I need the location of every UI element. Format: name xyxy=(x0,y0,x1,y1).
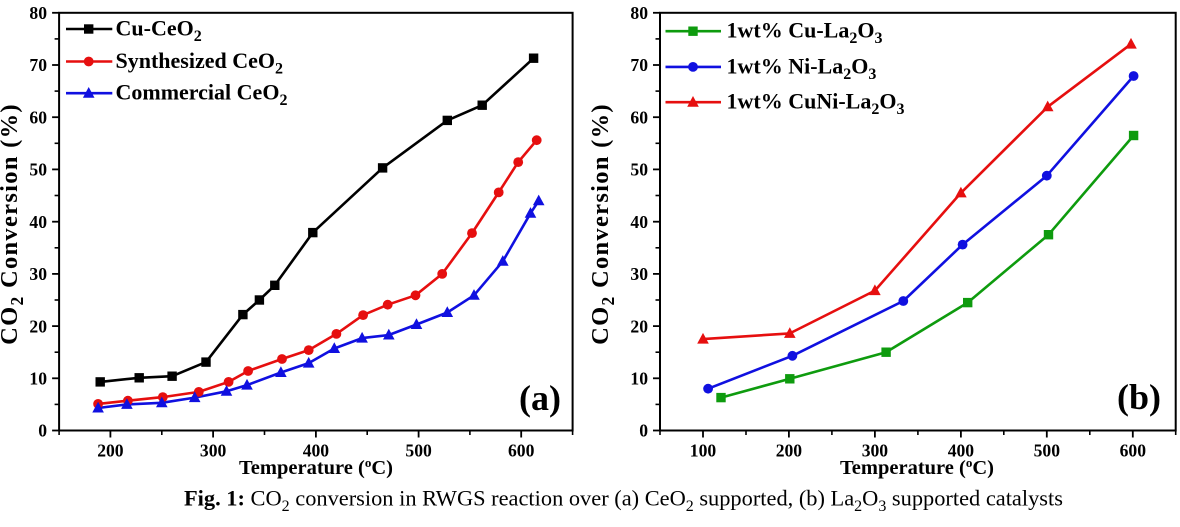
svg-text:0: 0 xyxy=(38,421,47,441)
svg-text:60: 60 xyxy=(29,107,47,127)
svg-text:100: 100 xyxy=(690,441,717,461)
svg-text:CO2 Conversion (%): CO2 Conversion (%) xyxy=(587,103,618,345)
svg-text:50: 50 xyxy=(630,160,648,180)
svg-text:80: 80 xyxy=(29,3,47,23)
svg-text:500: 500 xyxy=(1034,441,1061,461)
svg-text:CO2 Conversion (%): CO2 Conversion (%) xyxy=(0,103,27,345)
svg-text:40: 40 xyxy=(630,212,648,232)
svg-text:(a): (a) xyxy=(519,378,561,418)
svg-text:(b): (b) xyxy=(1117,377,1161,417)
svg-text:10: 10 xyxy=(29,369,47,389)
svg-text:10: 10 xyxy=(630,369,648,389)
svg-text:Commercial CeO2: Commercial CeO2 xyxy=(116,80,288,110)
svg-text:400: 400 xyxy=(303,441,330,461)
svg-text:0: 0 xyxy=(639,421,648,441)
svg-text:70: 70 xyxy=(630,55,648,75)
svg-text:1wt% Ni-La2O3: 1wt% Ni-La2O3 xyxy=(727,53,877,83)
svg-text:500: 500 xyxy=(405,441,432,461)
svg-text:200: 200 xyxy=(97,441,124,461)
svg-text:300: 300 xyxy=(200,441,227,461)
svg-text:Cu-CeO2: Cu-CeO2 xyxy=(116,16,202,46)
svg-text:40: 40 xyxy=(29,212,47,232)
svg-text:30: 30 xyxy=(630,264,648,284)
svg-text:300: 300 xyxy=(862,441,889,461)
svg-text:20: 20 xyxy=(630,316,648,336)
svg-text:80: 80 xyxy=(630,3,648,23)
svg-text:200: 200 xyxy=(776,441,803,461)
svg-text:400: 400 xyxy=(948,441,975,461)
svg-text:30: 30 xyxy=(29,264,47,284)
svg-text:60: 60 xyxy=(630,107,648,127)
svg-text:600: 600 xyxy=(508,441,535,461)
svg-text:1wt% Cu-La2O3: 1wt% Cu-La2O3 xyxy=(727,18,883,48)
svg-text:20: 20 xyxy=(29,316,47,336)
svg-text:70: 70 xyxy=(29,55,47,75)
svg-text:600: 600 xyxy=(1120,441,1147,461)
svg-text:Synthesized CeO2: Synthesized CeO2 xyxy=(116,48,284,78)
svg-text:50: 50 xyxy=(29,160,47,180)
svg-text:Fig. 1: CO2 conversion in RWGS: Fig. 1: CO2 conversion in RWGS reaction … xyxy=(184,486,1063,516)
